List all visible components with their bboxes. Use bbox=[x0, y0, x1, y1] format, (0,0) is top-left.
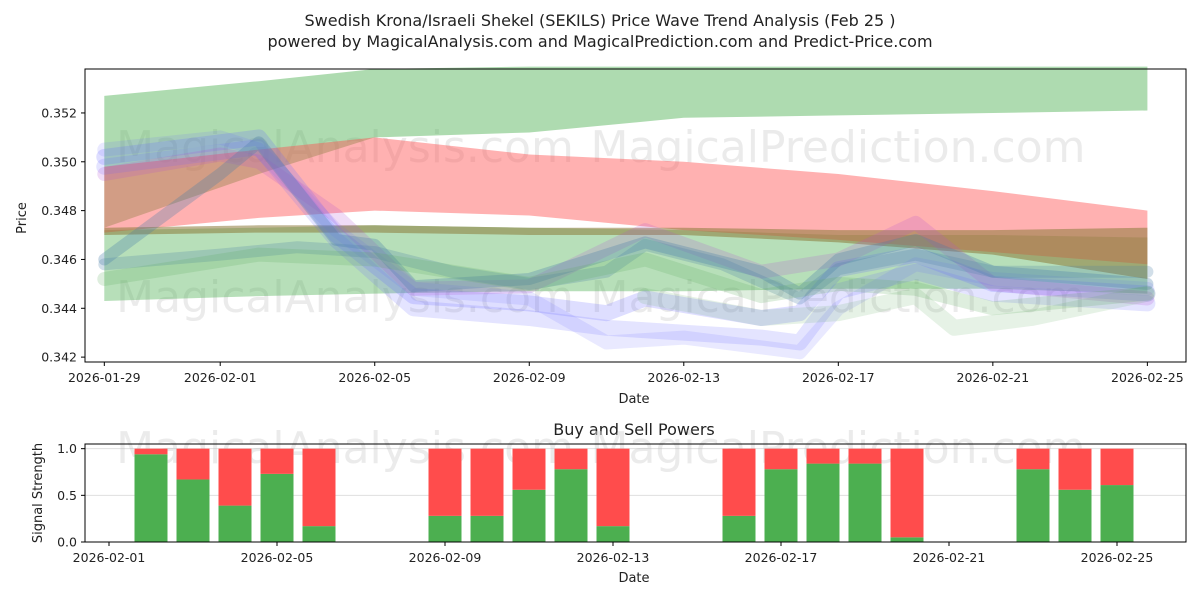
buy-bar bbox=[848, 463, 882, 542]
buy-bar bbox=[176, 479, 210, 542]
signal-y-axis: 0.0 0.5 1.0 bbox=[57, 441, 85, 550]
wave-line bbox=[97, 147, 1155, 306]
x-tick-label: 2026-01-29 bbox=[68, 370, 141, 385]
watermark: MagicalAnalysis.com bbox=[116, 122, 574, 173]
x-tick-label: 2026-02-05 bbox=[338, 370, 411, 385]
buy-bar bbox=[470, 515, 504, 542]
signal-plot-frame bbox=[84, 443, 1187, 543]
sell-bar bbox=[806, 448, 840, 464]
wave-line bbox=[97, 247, 1155, 316]
buy-bar bbox=[218, 505, 252, 542]
buy-bar bbox=[596, 526, 630, 542]
wave-line bbox=[96, 139, 1156, 351]
wave-band bbox=[104, 66, 1148, 228]
buy-bar bbox=[1100, 485, 1134, 542]
price-wave-plot: MagicalAnalysis.com MagicalPrediction.co… bbox=[96, 66, 1156, 360]
sell-bar bbox=[218, 448, 252, 506]
x-tick-label: 2026-02-01 bbox=[184, 370, 257, 385]
buy-bar bbox=[260, 473, 294, 542]
x-tick-label: 2026-02-09 bbox=[493, 370, 566, 385]
signal-x-axis: 2026-02-01 2026-02-05 2026-02-09 2026-02-13… bbox=[73, 542, 1154, 565]
price-plot-frame bbox=[84, 68, 1187, 363]
sell-bar bbox=[1016, 448, 1050, 470]
x-tick-label: 2026-02-09 bbox=[409, 550, 482, 565]
y-tick-label: 0.342 bbox=[41, 350, 77, 365]
sell-bar bbox=[512, 448, 546, 490]
x-tick-label: 2026-02-13 bbox=[577, 550, 650, 565]
signal-y-axis-label: Signal Strength bbox=[31, 443, 46, 543]
y-axis-label: Price bbox=[15, 202, 30, 234]
buy-bar bbox=[722, 515, 756, 542]
sell-bar bbox=[134, 448, 168, 455]
y-tick-label: 0.352 bbox=[41, 105, 77, 120]
date-x-axis: 2026-01-29 2026-02-01 2026-02-05 2026-02-09… bbox=[68, 362, 1184, 385]
y-tick-label: 0.0 bbox=[57, 535, 77, 550]
buy-bar bbox=[1058, 489, 1092, 542]
x-tick-label: 2026-02-21 bbox=[913, 550, 986, 565]
x-tick-label: 2026-02-25 bbox=[1111, 370, 1184, 385]
watermark: MagicalPrediction.com bbox=[591, 122, 1086, 173]
y-tick-label: 0.348 bbox=[41, 203, 77, 218]
sell-bar bbox=[848, 448, 882, 464]
watermarks-top: MagicalAnalysis.com MagicalPrediction.co… bbox=[116, 122, 1085, 323]
wave-line bbox=[98, 238, 1154, 305]
sell-bar bbox=[554, 448, 588, 470]
sell-bar bbox=[890, 448, 924, 538]
wave-band bbox=[104, 225, 1148, 279]
sell-bar bbox=[302, 448, 336, 527]
buy-bar bbox=[764, 469, 798, 542]
sell-bar bbox=[596, 448, 630, 527]
x-tick-label: 2026-02-17 bbox=[802, 370, 875, 385]
sell-bar bbox=[260, 448, 294, 474]
buy-bar bbox=[512, 489, 546, 542]
sell-bar bbox=[428, 448, 462, 516]
y-tick-label: 0.346 bbox=[41, 252, 77, 267]
wave-line bbox=[96, 129, 1156, 326]
buy-bar bbox=[1016, 469, 1050, 542]
signal-bars bbox=[134, 448, 1134, 542]
price-y-axis: 0.342 0.344 0.346 0.348 0.350 0.352 bbox=[41, 105, 85, 365]
x-tick-label: 2026-02-25 bbox=[1081, 550, 1154, 565]
buy-bar bbox=[806, 463, 840, 542]
wave-line bbox=[637, 285, 1156, 336]
wave-line bbox=[98, 136, 1154, 300]
signal-x-axis-label: Date bbox=[618, 571, 649, 586]
sell-bar bbox=[1100, 448, 1134, 486]
chart-subtitle: powered by MagicalAnalysis.com and Magic… bbox=[267, 32, 932, 51]
buy-bar bbox=[554, 469, 588, 542]
watermark: MagicalAnalysis.com bbox=[116, 272, 574, 323]
x-tick-label: 2026-02-01 bbox=[73, 550, 146, 565]
buy-bar bbox=[302, 526, 336, 542]
x-tick-label: 2026-02-21 bbox=[957, 370, 1030, 385]
signal-chart-title: Buy and Sell Powers bbox=[553, 420, 715, 439]
x-tick-label: 2026-02-13 bbox=[647, 370, 720, 385]
buy-bar bbox=[890, 537, 924, 542]
wave-lines bbox=[96, 129, 1156, 360]
buy-bar bbox=[428, 515, 462, 542]
y-tick-label: 0.5 bbox=[57, 488, 77, 503]
sell-bar bbox=[176, 448, 210, 480]
sell-bar bbox=[470, 448, 504, 516]
wave-line bbox=[97, 130, 1155, 360]
chart-title: Swedish Krona/Israeli Shekel (SEKILS) Pr… bbox=[304, 11, 895, 30]
y-tick-label: 0.350 bbox=[41, 154, 77, 169]
y-tick-label: 0.344 bbox=[41, 301, 77, 316]
x-tick-label: 2026-02-17 bbox=[745, 550, 818, 565]
sell-bar bbox=[764, 448, 798, 470]
sell-bar bbox=[722, 448, 756, 516]
sell-bar bbox=[1058, 448, 1092, 490]
buy-bar bbox=[134, 454, 168, 542]
x-axis-label: Date bbox=[618, 392, 649, 407]
x-tick-label: 2026-02-05 bbox=[241, 550, 314, 565]
y-tick-label: 1.0 bbox=[57, 441, 77, 456]
wave-bands bbox=[104, 66, 1148, 301]
watermark: MagicalPrediction.com bbox=[591, 272, 1086, 323]
